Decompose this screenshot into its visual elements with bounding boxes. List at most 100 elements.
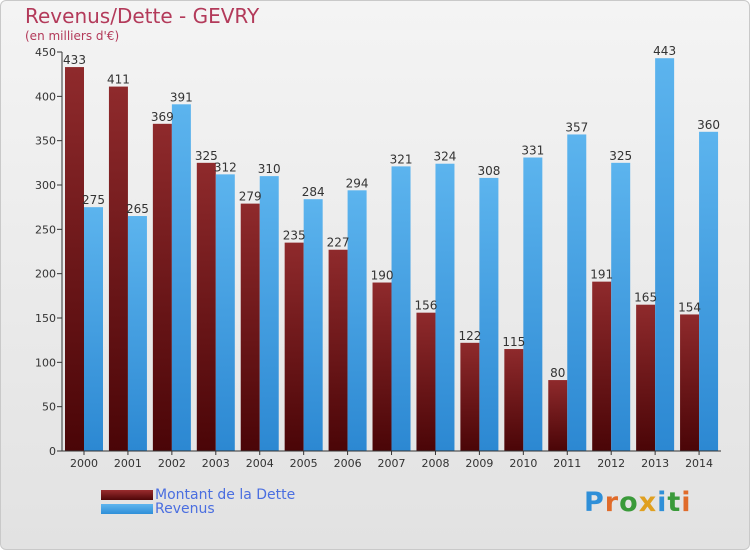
bar-revenue xyxy=(84,207,103,451)
data-label-revenue: 284 xyxy=(302,185,325,199)
bar-debt xyxy=(636,304,656,451)
bar-revenue xyxy=(259,176,279,451)
bar-debt xyxy=(196,162,216,452)
data-label-revenue: 310 xyxy=(258,162,281,176)
data-label-revenue: 325 xyxy=(609,149,632,163)
data-label-revenue: 324 xyxy=(434,150,457,164)
y-tick-label: 400 xyxy=(35,90,56,103)
bar-revenue xyxy=(655,58,675,451)
chart-subtitle: (en milliers d'€) xyxy=(25,29,120,43)
x-tick-label: 2007 xyxy=(378,457,406,470)
bar-debt xyxy=(416,312,436,451)
bar-revenue xyxy=(171,104,191,452)
bar-revenue xyxy=(391,166,411,451)
y-tick-label: 200 xyxy=(35,268,56,281)
bar-revenue xyxy=(567,134,587,451)
data-label-debt: 165 xyxy=(634,291,657,305)
data-label-revenue: 357 xyxy=(565,120,588,134)
y-tick-label: 100 xyxy=(35,356,56,369)
data-label-revenue: 331 xyxy=(521,144,544,158)
x-tick-label: 2000 xyxy=(70,457,98,470)
y-tick-label: 150 xyxy=(35,312,56,325)
legend-label-debt: Montant de la Dette xyxy=(155,487,296,503)
x-tick-label: 2001 xyxy=(114,457,142,470)
data-label-debt: 227 xyxy=(327,236,350,250)
data-label-debt: 154 xyxy=(678,300,701,314)
logo-letter: r xyxy=(604,487,620,518)
bar-revenue xyxy=(479,177,499,451)
y-tick-label: 50 xyxy=(42,401,56,414)
data-label-revenue: 321 xyxy=(390,152,413,166)
x-tick-label: 2004 xyxy=(246,457,274,470)
x-tick-label: 2006 xyxy=(334,457,362,470)
legend-label-revenue: Revenus xyxy=(155,501,215,517)
data-label-debt: 279 xyxy=(239,190,262,204)
data-label-debt: 369 xyxy=(151,110,174,124)
legend-swatch-revenue xyxy=(101,504,153,514)
x-tick-label: 2012 xyxy=(597,457,625,470)
legend-item-revenue: Revenus xyxy=(101,501,215,517)
data-label-revenue: 294 xyxy=(346,176,369,190)
bar-debt xyxy=(372,282,392,451)
bar-revenue xyxy=(699,131,719,452)
logo-letter: i xyxy=(657,487,668,518)
y-tick-label: 450 xyxy=(35,46,56,59)
x-tick-label: 2013 xyxy=(641,457,669,470)
bar-debt xyxy=(240,203,260,451)
bar-revenue xyxy=(215,174,235,452)
bar-debt xyxy=(328,249,348,451)
data-label-revenue: 360 xyxy=(697,118,720,132)
data-label-revenue: 443 xyxy=(653,44,676,58)
bar-debt xyxy=(592,281,612,451)
x-tick-label: 2008 xyxy=(421,457,449,470)
bar-debt xyxy=(65,67,84,451)
chart-title: Revenus/Dette - GEVRY xyxy=(25,4,260,28)
proxiti-logo: Proxiti xyxy=(584,487,692,518)
bar-revenue xyxy=(303,199,323,451)
bar-debt xyxy=(504,349,524,451)
logo-letter: P xyxy=(584,487,605,518)
x-tick-label: 2010 xyxy=(509,457,537,470)
bar-debt xyxy=(152,123,172,451)
data-label-revenue: 275 xyxy=(82,193,105,207)
x-tick-label: 2014 xyxy=(685,457,713,470)
data-label-debt: 122 xyxy=(458,329,481,343)
legend-swatch-debt xyxy=(101,490,153,500)
logo-letter: x xyxy=(638,487,658,518)
bar-revenue xyxy=(523,157,543,451)
logo-letter: t xyxy=(667,487,682,518)
x-tick-label: 2003 xyxy=(202,457,230,470)
data-label-debt: 115 xyxy=(502,335,525,349)
bar-debt xyxy=(680,314,700,451)
data-label-debt: 190 xyxy=(371,269,394,283)
legend-item-debt: Montant de la Dette xyxy=(101,487,295,503)
data-label-revenue: 265 xyxy=(126,202,149,216)
data-label-revenue: 312 xyxy=(214,160,237,174)
data-label-debt: 235 xyxy=(283,229,306,243)
x-tick-label: 2011 xyxy=(553,457,581,470)
bar-revenue xyxy=(611,162,631,452)
logo-letter: o xyxy=(619,487,639,518)
data-label-debt: 411 xyxy=(107,73,130,87)
bar-revenue xyxy=(347,190,367,451)
y-tick-label: 250 xyxy=(35,223,56,236)
data-label-debt: 191 xyxy=(590,268,613,282)
data-label-revenue: 308 xyxy=(477,164,500,178)
bar-debt xyxy=(108,86,128,451)
y-tick-label: 0 xyxy=(49,445,56,458)
bar-revenue xyxy=(435,163,455,451)
logo-letter: i xyxy=(681,487,692,518)
x-tick-label: 2009 xyxy=(465,457,493,470)
y-tick-label: 350 xyxy=(35,135,56,148)
bar-debt xyxy=(284,242,304,451)
data-label-debt: 156 xyxy=(415,299,438,313)
data-label-debt: 433 xyxy=(63,53,86,67)
bar-debt xyxy=(460,342,480,451)
data-label-debt: 80 xyxy=(550,366,565,380)
data-label-debt: 325 xyxy=(195,149,218,163)
data-label-revenue: 391 xyxy=(170,90,193,104)
y-tick-label: 300 xyxy=(35,179,56,192)
bar-debt xyxy=(548,380,568,451)
